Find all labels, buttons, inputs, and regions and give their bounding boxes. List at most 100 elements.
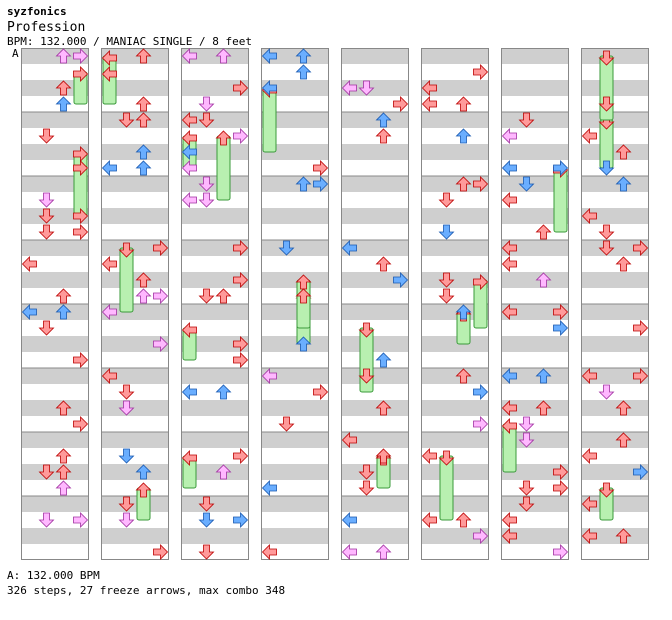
- beat-band: [101, 528, 169, 544]
- beat-band: [181, 240, 249, 256]
- up-arrow-icon: [215, 464, 232, 480]
- beat-band: [341, 464, 409, 480]
- right-arrow-icon: [473, 64, 489, 80]
- down-arrow-icon: [358, 480, 375, 496]
- beat-band: [341, 368, 409, 384]
- right-arrow-icon: [233, 352, 249, 368]
- up-arrow-icon: [535, 224, 552, 240]
- beat-band: [261, 80, 329, 96]
- beat-band: [101, 464, 169, 480]
- beat-band: [261, 400, 329, 416]
- up-arrow-icon: [215, 130, 232, 146]
- freeze-body: [439, 455, 454, 521]
- down-arrow-icon: [38, 512, 55, 528]
- beat-band: [421, 208, 489, 224]
- down-arrow-icon: [438, 450, 455, 466]
- beat-band: [501, 240, 569, 256]
- chart-meta: BPM: 132.000 / MANIAC SINGLE / 8 feet: [7, 35, 253, 48]
- column-frame: [181, 48, 249, 560]
- right-arrow-icon: [233, 128, 249, 144]
- right-arrow-icon: [73, 352, 89, 368]
- right-arrow-icon: [233, 448, 249, 464]
- down-arrow-icon: [118, 112, 135, 128]
- column-frame: [261, 48, 329, 560]
- beat-band: [581, 336, 649, 352]
- beat-band: [21, 208, 89, 224]
- freeze-body: [119, 247, 134, 313]
- column-frame: [21, 48, 89, 560]
- beat-band: [581, 496, 649, 512]
- left-arrow-icon: [341, 544, 357, 560]
- left-arrow-icon: [101, 66, 117, 82]
- up-arrow-icon: [295, 336, 312, 352]
- down-arrow-icon: [438, 288, 455, 304]
- beat-band: [421, 400, 489, 416]
- beat-band: [101, 304, 169, 320]
- left-arrow-icon: [501, 528, 517, 544]
- beat-band: [261, 144, 329, 160]
- down-arrow-icon: [38, 128, 55, 144]
- beat-band: [261, 272, 329, 288]
- down-arrow-icon: [198, 288, 215, 304]
- left-arrow-icon: [261, 480, 277, 496]
- beat-band: [21, 144, 89, 160]
- right-arrow-icon: [553, 464, 569, 480]
- beat-band: [261, 464, 329, 480]
- up-arrow-icon: [135, 464, 152, 480]
- left-arrow-icon: [501, 256, 517, 272]
- down-arrow-icon: [38, 192, 55, 208]
- up-arrow-icon: [55, 480, 72, 496]
- left-arrow-icon: [341, 512, 357, 528]
- right-arrow-icon: [153, 288, 169, 304]
- song-title: Profession: [7, 20, 86, 35]
- up-arrow-icon: [615, 144, 632, 160]
- right-arrow-icon: [473, 274, 489, 290]
- down-arrow-icon: [278, 240, 295, 256]
- right-arrow-icon: [473, 384, 489, 400]
- beat-band: [21, 176, 89, 192]
- chart-column: [341, 48, 409, 560]
- right-arrow-icon: [233, 272, 249, 288]
- down-arrow-icon: [198, 112, 215, 128]
- up-arrow-icon: [135, 482, 152, 498]
- beat-band: [581, 464, 649, 480]
- beat-band: [501, 48, 569, 64]
- column-frame: [581, 48, 649, 560]
- up-arrow-icon: [55, 80, 72, 96]
- left-arrow-icon: [21, 256, 37, 272]
- beat-band: [21, 432, 89, 448]
- up-arrow-icon: [375, 544, 392, 560]
- up-arrow-icon: [375, 112, 392, 128]
- beat-band: [421, 368, 489, 384]
- beat-band: [581, 368, 649, 384]
- left-arrow-icon: [421, 96, 437, 112]
- right-arrow-icon: [553, 320, 569, 336]
- beat-band: [501, 336, 569, 352]
- beat-band: [21, 464, 89, 480]
- up-arrow-icon: [295, 48, 312, 64]
- beat-band: [21, 336, 89, 352]
- down-arrow-icon: [598, 384, 615, 400]
- up-arrow-icon: [55, 288, 72, 304]
- chart-column: [21, 48, 89, 560]
- left-arrow-icon: [101, 304, 117, 320]
- beat-band: [181, 528, 249, 544]
- up-arrow-icon: [375, 448, 392, 464]
- down-arrow-icon: [518, 112, 535, 128]
- down-arrow-icon: [278, 416, 295, 432]
- beat-band: [501, 112, 569, 128]
- chart-column: [421, 48, 489, 560]
- left-arrow-icon: [101, 256, 117, 272]
- up-arrow-icon: [135, 144, 152, 160]
- left-arrow-icon: [581, 496, 597, 512]
- up-arrow-icon: [535, 368, 552, 384]
- up-arrow-icon: [455, 176, 472, 192]
- up-arrow-icon: [295, 64, 312, 80]
- beat-band: [341, 304, 409, 320]
- up-arrow-icon: [455, 304, 472, 320]
- down-arrow-icon: [358, 322, 375, 338]
- up-arrow-icon: [615, 432, 632, 448]
- up-arrow-icon: [135, 96, 152, 112]
- up-arrow-icon: [455, 128, 472, 144]
